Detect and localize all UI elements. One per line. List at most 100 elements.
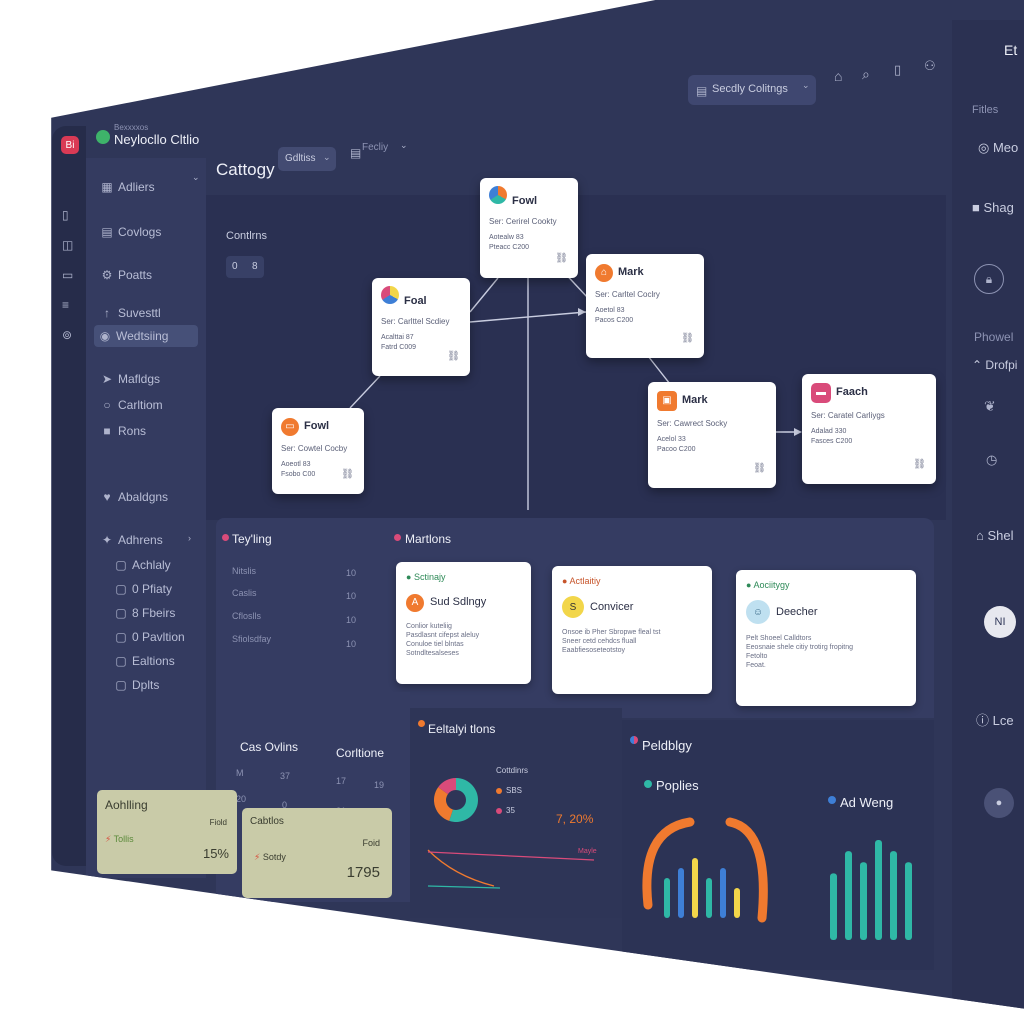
- popularity-dot-icon: [630, 736, 638, 744]
- link-icon[interactable]: ⛓: [913, 459, 926, 470]
- sidebar-item-6[interactable]: ○ Carltiom: [100, 398, 162, 412]
- graph-node-1[interactable]: Foal Ser: Carlttel Scdiey Acalttai 87 Fat…: [372, 278, 470, 376]
- mention-tag: Actlaitiy: [569, 576, 601, 586]
- up-arrow-icon: ↑: [104, 306, 110, 320]
- link-icon[interactable]: ⛓: [341, 469, 354, 480]
- stats-cell: 0: [282, 800, 288, 810]
- sidebar-item-5[interactable]: ➤ Mafldgs: [100, 372, 160, 386]
- right-item-2[interactable]: ■ Shag: [972, 200, 1014, 215]
- rail-stack-icon[interactable]: ≡: [62, 298, 70, 312]
- right-label-2: Shag: [983, 200, 1014, 215]
- sidebar-subitem-0[interactable]: ▢ Achlaly: [114, 558, 170, 572]
- sidebar-section-label[interactable]: ♥ Abaldgns: [100, 490, 168, 504]
- sidebar-item-1[interactable]: ▤ Covlogs: [100, 225, 161, 239]
- stats-cell: 20: [236, 794, 247, 804]
- sidebar-subitem-4[interactable]: ▢ Ealtions: [114, 654, 174, 668]
- link-icon[interactable]: ⛓: [447, 351, 460, 362]
- sidebar-subitem-3[interactable]: ▢ 0 Pavltion: [114, 630, 184, 644]
- filter-chip[interactable]: [278, 147, 336, 171]
- arrowhead-icon: [578, 308, 586, 316]
- mention-card-1[interactable]: ● Actlaitiy S Convicer Onsoe ib Pher Sbro…: [552, 566, 712, 694]
- trend-line-orange: [427, 849, 495, 887]
- clock-icon[interactable]: ◷: [986, 452, 998, 467]
- circle-icon: ◎: [978, 140, 990, 155]
- rail-chat-icon[interactable]: ◫: [62, 238, 74, 252]
- square-icon: ▢: [115, 582, 127, 596]
- stat-card-0[interactable]: Aohlling Fiold ⚡ Tollis 15%: [97, 790, 237, 874]
- graph-node-5[interactable]: ▬ Faach Ser: Caratel Carliygs Adalad 330 F…: [802, 374, 936, 484]
- bar-5: [734, 888, 740, 918]
- top-filter-button[interactable]: [688, 75, 816, 105]
- search-icon[interactable]: ⌕: [862, 66, 870, 82]
- home-icon[interactable]: ⌂: [834, 68, 843, 84]
- link-icon[interactable]: ⛓: [753, 463, 766, 474]
- chevron-right-icon[interactable]: ›: [188, 533, 191, 543]
- right-item-6[interactable]: ⓘ Lce: [976, 710, 1014, 729]
- graph-control-0[interactable]: 0: [232, 261, 238, 272]
- left-rail: [52, 126, 86, 866]
- legend-dot-icon: [828, 796, 836, 804]
- node-sub: Ser: Cowtel Cocby: [281, 443, 348, 453]
- rail-file-icon[interactable]: ▭: [62, 268, 74, 282]
- square-icon: ▢: [115, 630, 127, 644]
- mention-tag: Aociitygy: [753, 580, 790, 590]
- lock-icon[interactable]: 🔒︎: [974, 264, 1004, 294]
- sidebar-item-3[interactable]: ↑ Suvesttl: [100, 306, 161, 320]
- edge-line: [469, 277, 499, 313]
- bookmark-icon[interactable]: ▯: [894, 62, 902, 77]
- sidebar-item-2[interactable]: ⚙ Poatts: [100, 268, 152, 282]
- rail-settings-icon[interactable]: ⊚: [62, 328, 73, 342]
- mention-card-0[interactable]: ● Sctinajy A Sud Sdlngy Conlior kuteliig P…: [396, 562, 531, 684]
- stat-card-1[interactable]: Cabtlos Foid ⚡ Sotdy 1795: [242, 808, 392, 898]
- sidebar-item-0[interactable]: ▦ Adliers: [100, 180, 154, 194]
- arrowhead-icon: [794, 428, 802, 436]
- sidebar-item-label: Mafldgs: [118, 372, 161, 386]
- graph-node-2[interactable]: ⌂ Mark Ser: Carltel Coclry Aoetol 83 Pacos…: [586, 254, 704, 358]
- sidebar-subitem-5[interactable]: ▢ Dplts: [114, 678, 159, 692]
- chevron-down-icon[interactable]: ⌄: [192, 172, 200, 182]
- edge-line: [349, 375, 381, 409]
- bell-icon[interactable]: ⚇: [924, 58, 936, 73]
- sidebar-item-label: Rons: [118, 424, 147, 438]
- app-subtitle: Bexxxxos: [114, 123, 149, 132]
- circle-icon: ○: [103, 398, 111, 412]
- legend-label: 35: [506, 806, 515, 815]
- rail-doc-icon[interactable]: ▯: [62, 208, 69, 222]
- right-item-5[interactable]: ⌂ Shel: [976, 528, 1014, 543]
- sidebar-subitem-1[interactable]: ▢ 0 Pfiaty: [114, 582, 172, 596]
- right-item-4[interactable]: ⌃ Drofpi: [972, 358, 1017, 372]
- user-avatar-icon[interactable]: ●: [984, 788, 1014, 818]
- mention-body-line: Eeosnaie shele citiy trotirg fropitng: [746, 644, 853, 651]
- graph-node-4[interactable]: ▣ Mark Ser: Cawrect Socky Acelol 33 Pacoo …: [648, 382, 776, 488]
- tasks-panel: [216, 518, 384, 692]
- sidebar-subitem-label: 8 Fbeirs: [132, 606, 176, 620]
- sidebar-item-4[interactable]: ◉ Wedtsiing: [94, 325, 198, 347]
- trend-chart: [427, 849, 595, 889]
- sidebar-group[interactable]: ✦ Adhrens: [100, 533, 163, 547]
- page-title: Cattogy: [216, 160, 275, 179]
- link-icon[interactable]: ⛓: [681, 333, 694, 344]
- graph-control-1[interactable]: 8: [252, 261, 258, 272]
- leaf-icon[interactable]: ❦: [984, 398, 996, 414]
- activity-legend-title: Cottdinrs: [496, 766, 529, 775]
- graph-node-0[interactable]: Fowl Ser: Cerirel Cookty Aotealw 83 Pteac…: [480, 178, 578, 278]
- menu-label[interactable]: Fecliy: [362, 142, 389, 153]
- mention-card-2[interactable]: ● Aociitygy ☺ Deecher Pelt Shoeel Calldto…: [736, 570, 916, 706]
- sidebar-item-7[interactable]: ■ Rons: [100, 424, 146, 438]
- bar2-5: [905, 862, 912, 940]
- node-title: Fowl: [304, 420, 330, 432]
- sidebar-subitem-2[interactable]: ▢ 8 Fbeirs: [114, 606, 175, 620]
- graph-node-3[interactable]: ▭ Fowl Ser: Cowtel Cocby Aoeotl 83 Fsobo C…: [272, 408, 364, 494]
- node-val2: Fsobo C00: [281, 470, 316, 478]
- stats-cell: M: [236, 768, 244, 778]
- link-icon[interactable]: ⛓: [555, 253, 568, 264]
- task-row-value: 10: [346, 639, 357, 649]
- right-item-1[interactable]: ◎ Meo: [978, 140, 1018, 156]
- node-val1: Aoeotl 83: [281, 460, 311, 468]
- graph-controls[interactable]: [226, 256, 264, 278]
- legend-label: SBS: [506, 786, 523, 795]
- node-val1: Acalttai 87: [381, 334, 414, 341]
- avatar[interactable]: NI: [984, 606, 1016, 638]
